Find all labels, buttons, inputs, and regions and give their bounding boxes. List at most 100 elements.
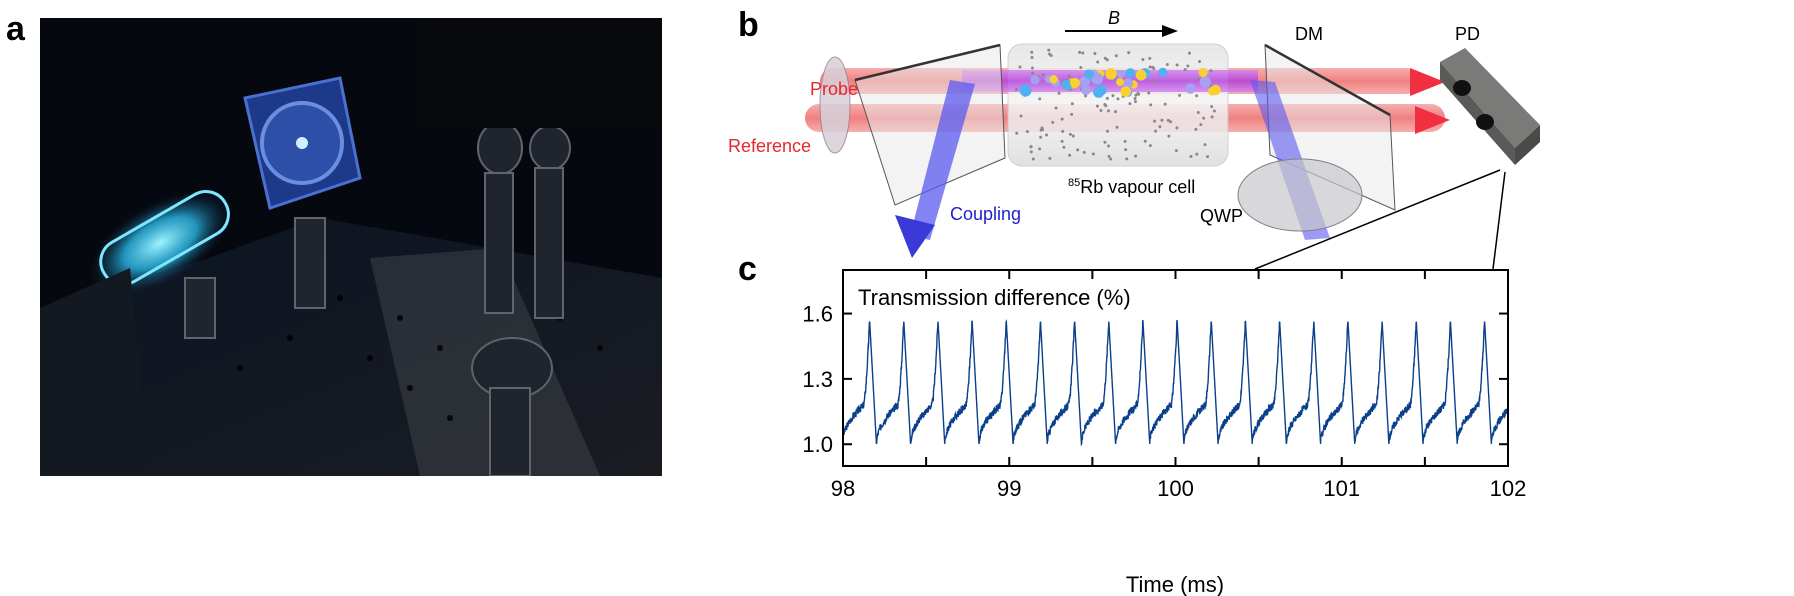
excited-atom — [1080, 85, 1091, 95]
x-axis-label: Time (ms) — [1126, 572, 1224, 596]
photodetector — [1440, 48, 1540, 165]
gas-atom — [1127, 51, 1131, 55]
gas-atom — [1125, 157, 1129, 161]
gas-atom — [1051, 120, 1055, 124]
gas-atom — [1082, 150, 1086, 154]
transmission-series-line — [842, 318, 1509, 447]
panel-b-label: b — [738, 6, 759, 44]
gas-atom — [1078, 50, 1082, 54]
gas-atom — [1091, 152, 1095, 156]
gas-atom — [1084, 94, 1088, 98]
gas-atom — [1149, 103, 1153, 107]
x-tick-label: 102 — [1490, 476, 1527, 501]
gas-atom — [1186, 64, 1190, 68]
gas-atom — [1039, 135, 1043, 139]
gas-atom — [1068, 132, 1072, 136]
gas-atom — [1194, 127, 1198, 131]
excited-atom — [1198, 67, 1208, 78]
excited-atom — [1105, 68, 1117, 80]
gas-atom — [1167, 134, 1171, 138]
gas-atom — [1048, 156, 1052, 160]
gas-atom — [1111, 94, 1115, 98]
gas-atom — [1040, 126, 1044, 130]
gas-atom — [1151, 79, 1155, 83]
gas-atom — [1148, 56, 1152, 60]
y-tick-label: 1.3 — [802, 367, 833, 392]
gas-atom — [1029, 150, 1033, 154]
x-tick-label: 98 — [831, 476, 855, 501]
excited-atom — [1019, 84, 1032, 97]
gas-atom — [1141, 57, 1145, 61]
pd-label: PD — [1455, 24, 1480, 44]
gas-atom — [1134, 154, 1138, 158]
gas-atom — [1187, 51, 1191, 55]
excited-atom — [1125, 68, 1136, 79]
gas-atom — [1047, 48, 1051, 52]
gas-atom — [1148, 65, 1152, 69]
gas-atom — [1099, 109, 1103, 113]
gas-atom — [1148, 144, 1152, 148]
panel-a-label: a — [6, 10, 25, 48]
gas-atom — [1210, 105, 1214, 109]
gas-atom — [1106, 129, 1110, 133]
waveplate — [819, 56, 851, 154]
gas-atom — [1057, 91, 1061, 95]
excited-atom — [1030, 75, 1040, 85]
gas-atom — [1189, 155, 1193, 159]
excited-atom — [1049, 75, 1058, 84]
gas-atom — [1030, 56, 1034, 60]
gas-atom — [1029, 145, 1033, 149]
gas-atom — [1143, 139, 1147, 143]
gas-atom — [1158, 125, 1162, 129]
gas-atom — [1018, 65, 1022, 69]
gas-atom — [1105, 96, 1109, 100]
gas-atom — [1096, 60, 1100, 64]
experimental-setup-photo — [40, 18, 662, 476]
reference-label: Reference — [728, 136, 811, 156]
gas-atom — [1114, 110, 1118, 114]
gas-atom — [1116, 97, 1120, 101]
gas-atom — [1152, 67, 1156, 71]
excited-atom — [1199, 76, 1212, 88]
gas-atom — [1210, 115, 1214, 119]
gas-atom — [1174, 149, 1178, 153]
gas-atom — [1114, 54, 1118, 58]
chart-title: Transmission difference (%) — [858, 285, 1131, 310]
gas-atom — [1198, 60, 1202, 64]
excited-atom — [1158, 67, 1168, 77]
gas-atom — [1081, 51, 1085, 55]
gas-atom — [1103, 56, 1107, 60]
gas-atom — [1166, 118, 1170, 122]
excited-atom — [1115, 78, 1125, 87]
gas-atom — [1202, 116, 1206, 120]
gas-atom — [1160, 118, 1164, 122]
gas-atom — [1197, 77, 1201, 81]
gas-atom — [1070, 112, 1074, 116]
gas-atom — [1019, 114, 1023, 118]
gas-atom — [1136, 91, 1140, 95]
magnetic-field-arrow-icon — [1162, 25, 1178, 37]
vapour-cell-label: 85Rb vapour cell — [1068, 177, 1195, 197]
gas-atom — [1163, 102, 1167, 106]
reference-output-cone — [1415, 106, 1450, 134]
gas-atom — [1195, 152, 1199, 156]
x-tick-label: 101 — [1323, 476, 1360, 501]
gas-atom — [1060, 117, 1064, 121]
gas-atom — [1123, 139, 1127, 143]
gas-atom — [1103, 140, 1107, 144]
gas-atom — [1061, 129, 1065, 133]
gas-atom — [1054, 106, 1058, 110]
excited-atom — [1084, 69, 1094, 80]
coupling-label: Coupling — [950, 204, 1021, 224]
gas-atom — [1196, 111, 1200, 115]
gas-atom — [1067, 74, 1071, 78]
gas-atom — [1107, 144, 1111, 148]
gas-atom — [1209, 69, 1213, 73]
probe-output-cone — [1410, 68, 1445, 96]
gas-atom — [1195, 94, 1199, 98]
y-tick-label: 1.0 — [802, 432, 833, 457]
b-field-label: B — [1108, 8, 1120, 28]
y-tick-label: 1.6 — [802, 302, 833, 327]
